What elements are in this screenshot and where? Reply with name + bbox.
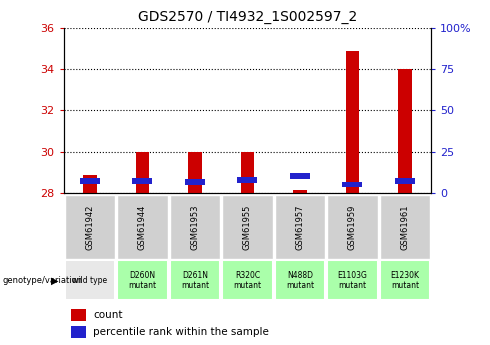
Title: GDS2570 / TI4932_1S002597_2: GDS2570 / TI4932_1S002597_2 <box>138 10 357 24</box>
Bar <box>170 195 220 259</box>
Text: count: count <box>93 310 122 320</box>
Bar <box>83 175 97 193</box>
Bar <box>343 181 363 187</box>
Bar <box>65 260 115 300</box>
Bar <box>380 195 430 259</box>
Text: E1103G
mutant: E1103G mutant <box>338 270 368 290</box>
Bar <box>222 260 272 300</box>
Text: E1230K
mutant: E1230K mutant <box>391 270 419 290</box>
Bar <box>136 152 149 193</box>
Bar <box>71 309 86 321</box>
Bar <box>188 152 201 193</box>
Text: GSM61944: GSM61944 <box>138 204 147 249</box>
Text: D261N
mutant: D261N mutant <box>181 270 209 290</box>
Text: D260N
mutant: D260N mutant <box>128 270 156 290</box>
Text: GSM61953: GSM61953 <box>191 204 199 249</box>
Bar <box>290 173 310 179</box>
Text: GSM61955: GSM61955 <box>243 204 252 249</box>
Text: R320C
mutant: R320C mutant <box>233 270 262 290</box>
Bar <box>327 195 378 259</box>
Bar <box>117 195 168 259</box>
Bar <box>346 51 359 193</box>
Bar <box>275 260 325 300</box>
Text: wild type: wild type <box>73 276 107 285</box>
Bar <box>398 69 412 193</box>
Bar <box>380 260 430 300</box>
Bar <box>132 178 152 184</box>
Bar <box>170 260 220 300</box>
Bar <box>65 195 115 259</box>
Text: GSM61959: GSM61959 <box>348 204 357 249</box>
Bar <box>238 177 257 183</box>
Bar <box>71 326 86 338</box>
Bar <box>80 178 100 184</box>
Bar <box>275 195 325 259</box>
Text: percentile rank within the sample: percentile rank within the sample <box>93 327 269 337</box>
Text: GSM61961: GSM61961 <box>400 204 410 249</box>
Text: genotype/variation: genotype/variation <box>2 276 83 285</box>
Bar <box>222 195 272 259</box>
Bar <box>185 179 205 185</box>
Bar <box>395 178 415 184</box>
Text: ▶: ▶ <box>51 275 59 285</box>
Text: GSM61942: GSM61942 <box>85 204 95 249</box>
Bar <box>241 152 254 193</box>
Bar <box>117 260 168 300</box>
Text: N488D
mutant: N488D mutant <box>286 270 314 290</box>
Bar <box>294 190 307 193</box>
Text: GSM61957: GSM61957 <box>295 204 304 249</box>
Bar <box>327 260 378 300</box>
